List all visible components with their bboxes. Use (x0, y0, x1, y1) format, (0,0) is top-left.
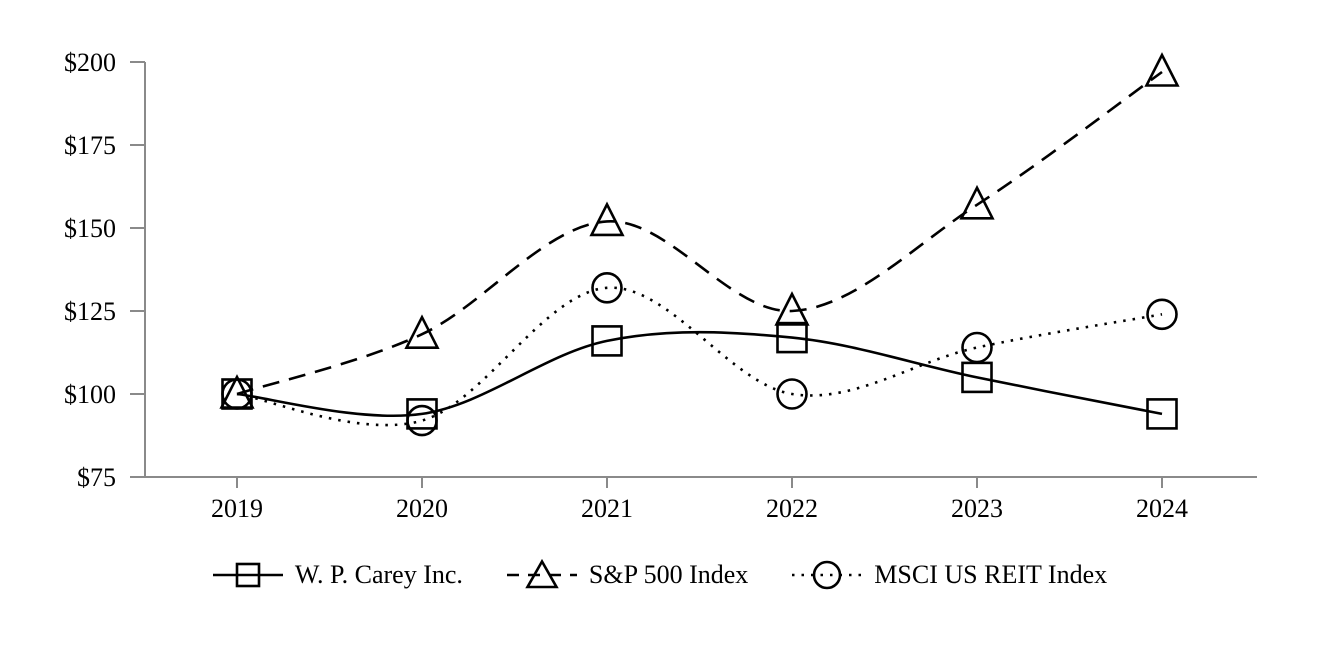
legend-label-wpc: W. P. Carey Inc. (294, 560, 463, 589)
legend-label-msci: MSCI US REIT Index (874, 560, 1108, 589)
triangle-marker-2021 (589, 201, 625, 237)
square-marker-2020 (406, 398, 438, 430)
x-axis-labels: 2019 2020 2021 2022 2023 2024 (211, 494, 1188, 523)
axes (130, 61, 1257, 488)
legend-item-msci: MSCI US REIT Index (792, 557, 1107, 593)
series-lines (236, 70, 1163, 427)
legend-label-sp500: S&P 500 Index (588, 560, 749, 589)
series-markers (219, 52, 1180, 437)
y-tick-label: $75 (77, 463, 116, 492)
series-line-sp500 (236, 70, 1163, 396)
y-tick-label: $100 (64, 380, 116, 409)
x-tick-label: 2023 (951, 494, 1003, 523)
y-tick-label: $125 (64, 297, 116, 326)
legend-item-wpc: W. P. Carey Inc. (212, 557, 463, 593)
series-line-wpc (236, 330, 1163, 418)
solid-line-square-marker-icon (212, 562, 283, 588)
circle-marker-2024 (1146, 298, 1178, 331)
legend-item-sp500: S&P 500 Index (506, 557, 749, 593)
circle-marker-2023 (961, 331, 993, 364)
square-marker-2022 (776, 321, 808, 354)
y-tick-label: $150 (64, 214, 116, 243)
y-tick-label: $175 (64, 131, 116, 160)
series-line-msci (236, 286, 1163, 427)
x-tick-label: 2022 (766, 494, 818, 523)
triangle-marker-2024 (1144, 52, 1180, 87)
square-marker-2024 (1146, 398, 1178, 430)
x-tick-label: 2021 (581, 494, 633, 523)
circle-marker-2021 (591, 271, 623, 304)
dotted-line-circle-marker-icon (792, 560, 863, 590)
triangle-marker-2022 (774, 291, 810, 326)
x-tick-label: 2024 (1136, 494, 1188, 523)
circle-marker-2020 (406, 404, 438, 437)
circle-marker-2022 (776, 378, 808, 410)
x-tick-label: 2019 (211, 494, 263, 523)
square-marker-2021 (591, 325, 623, 357)
triangle-marker-2020 (404, 314, 440, 350)
triangle-marker-2023 (959, 184, 995, 220)
x-tick-label: 2020 (396, 494, 448, 523)
y-axis-labels: $75 $100 $125 $150 $175 $200 (64, 48, 116, 492)
chart-legend: W. P. Carey Inc. S&P 500 Index MSCI US R… (0, 557, 1320, 593)
y-tick-label: $200 (64, 48, 116, 77)
dashed-line-triangle-marker-icon (506, 558, 577, 589)
circle-marker-2019 (221, 378, 253, 410)
